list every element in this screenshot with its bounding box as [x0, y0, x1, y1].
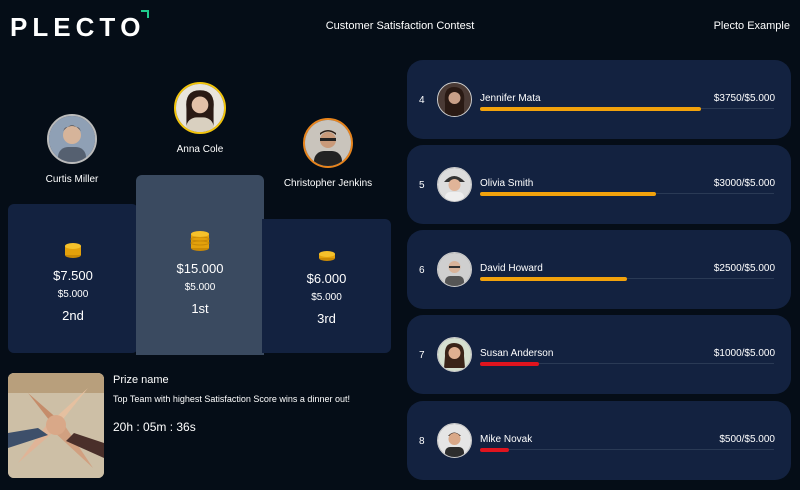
podium-name: Christopher Jenkins: [283, 178, 373, 189]
podium-target: $5.000: [311, 292, 342, 303]
podium-person-3rd: Christopher Jenkins: [268, 118, 388, 189]
rank-number: 6: [419, 265, 425, 276]
coin-stack-icon: [65, 243, 81, 258]
leaderboard-row: 6 David Howard $2500/$5.000: [407, 230, 791, 309]
leaderboard-row: 4 Jennifer Mata $3750/$5.000: [407, 60, 791, 139]
prize-title: Prize name: [113, 374, 169, 386]
member-name: David Howard: [480, 263, 543, 274]
podium-place: 2nd: [62, 308, 84, 323]
coin-stack-icon: [190, 231, 210, 251]
progress-bar: [480, 362, 539, 366]
progress-track: [480, 449, 774, 450]
podium-block-1st: $15.000 $5.000 1st: [136, 175, 264, 355]
avatar: [303, 118, 353, 168]
rank-number: 7: [419, 350, 425, 361]
podium-person-2nd: Curtis Miller: [12, 114, 132, 185]
rank-number: 5: [419, 180, 425, 191]
coin-icon: [318, 251, 335, 261]
podium-place: 1st: [191, 301, 209, 316]
member-value: $3000/$5.000: [713, 178, 775, 189]
avatar: [174, 82, 226, 134]
member-value: $2500/$5.000: [713, 263, 775, 274]
podium-amount: $6.000: [306, 271, 347, 286]
member-value: $1000/$5.000: [713, 348, 775, 359]
progress-bar: [480, 448, 509, 452]
avatar: [437, 82, 472, 117]
podium-person-1st: Anna Cole: [140, 82, 260, 155]
member-value: $500/$5.000: [719, 434, 775, 445]
countdown-timer: 20h : 05m : 36s: [113, 420, 196, 434]
podium-target: $5.000: [184, 282, 216, 293]
avatar: [437, 167, 472, 202]
avatar: [437, 337, 472, 372]
prize-description: Top Team with highest Satisfaction Score…: [113, 394, 350, 404]
rank-number: 4: [419, 95, 425, 106]
podium-target: $5.000: [57, 289, 89, 300]
page-title: Customer Satisfaction Contest: [325, 20, 475, 32]
podium-name: Anna Cole: [176, 144, 224, 155]
podium-amount: $15.000: [176, 261, 224, 276]
podium-amount: $7.500: [53, 268, 93, 283]
avatar: [437, 423, 472, 458]
podium-place: 3rd: [317, 311, 336, 326]
progress-bar: [480, 277, 627, 281]
member-name: Jennifer Mata: [480, 93, 541, 104]
account-name: Plecto Example: [713, 20, 790, 32]
member-value: $3750/$5.000: [713, 93, 775, 104]
progress-bar: [480, 192, 656, 196]
member-name: Susan Anderson: [480, 348, 554, 359]
progress-track: [480, 363, 774, 364]
plecto-logo: PLECTO: [10, 10, 150, 43]
prize-image: [8, 373, 104, 478]
leaderboard-row: 7 Susan Anderson $1000/$5.000: [407, 315, 791, 394]
member-name: Mike Novak: [480, 434, 533, 445]
leaderboard-row: 8 Mike Novak $500/$5.000: [407, 401, 791, 480]
progress-track: [480, 278, 774, 279]
rank-number: 8: [419, 436, 425, 447]
podium-block-3rd: $6.000 $5.000 3rd: [262, 219, 391, 353]
podium-block-2nd: $7.500 $5.000 2nd: [8, 204, 138, 353]
podium-name: Curtis Miller: [45, 174, 99, 185]
leaderboard-row: 5 Olivia Smith $3000/$5.000: [407, 145, 791, 224]
avatar: [437, 252, 472, 287]
member-name: Olivia Smith: [480, 178, 534, 189]
logo-mark-icon: O: [120, 10, 150, 43]
progress-bar: [480, 107, 701, 111]
avatar: [47, 114, 97, 164]
